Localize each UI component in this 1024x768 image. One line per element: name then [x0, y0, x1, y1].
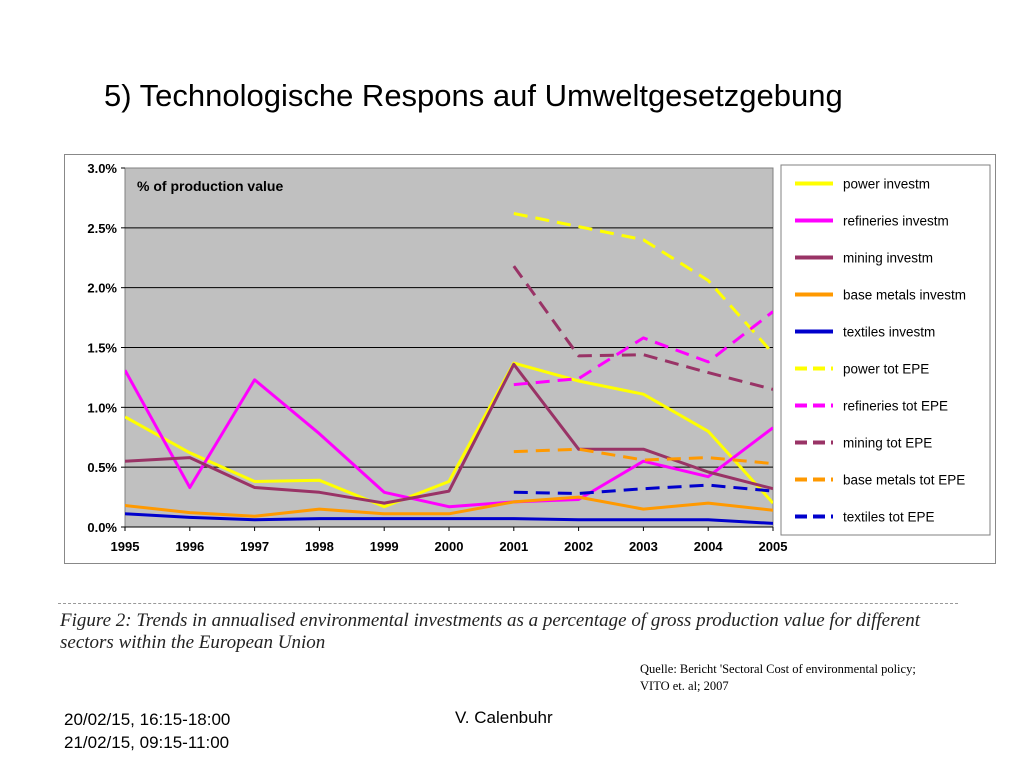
legend-label: refineries tot EPE	[843, 399, 948, 414]
chart-title: % of production value	[137, 178, 283, 194]
y-tick-label: 2.5%	[87, 221, 117, 236]
y-tick-label: 1.0%	[87, 400, 117, 415]
x-tick-label: 2003	[629, 539, 658, 554]
series-line-power-investm	[125, 361, 773, 509]
x-tick-label: 2005	[759, 539, 788, 554]
footer-date-2: 21/02/15, 09:15-11:00	[64, 733, 230, 752]
footer-date-1: 20/02/15, 16:15-18:00	[64, 710, 231, 729]
series-line-mining-tot-EPE	[512, 265, 773, 391]
series-line-refineries-investm	[125, 369, 773, 509]
series-line-mining-investm	[125, 362, 773, 505]
series-line-textiles-investm	[125, 512, 773, 525]
line-chart: 0.0% 0.5% 1.0% 1.5% 2.0% 2.5% 3.0% 1995 1996 1997…	[87, 161, 991, 554]
x-tick-label: 2001	[499, 539, 528, 554]
footer-dates: 20/02/15, 16:15-18:00 21/02/15, 09:15-11…	[64, 708, 230, 754]
legend-label: base metals tot EPE	[843, 473, 965, 488]
x-tick-label: 2004	[694, 539, 724, 554]
y-tick-label: 2.0%	[87, 281, 117, 296]
x-tick-label: 2002	[564, 539, 593, 554]
series-line-base-metals-investm	[125, 495, 773, 518]
series-line-power-tot-EPE	[513, 212, 773, 355]
series-line-refineries-tot-EPE	[513, 310, 773, 387]
legend-label: power investm	[843, 177, 930, 192]
legend-label: refineries investm	[843, 214, 949, 229]
source-note: Quelle: Bericht 'Sectoral Cost of enviro…	[640, 661, 1000, 695]
chart-frame: 0.0% 0.5% 1.0% 1.5% 2.0% 2.5% 3.0% 1995 1996 1997…	[64, 154, 996, 564]
x-tick-label: 1996	[175, 539, 204, 554]
caption-divider	[58, 603, 958, 604]
legend-label: textiles investm	[843, 325, 935, 340]
x-tick-label: 1995	[111, 539, 140, 554]
y-tick-label: 1.5%	[87, 341, 117, 356]
x-tick-label: 2000	[435, 539, 464, 554]
y-tick-label: 3.0%	[87, 161, 117, 176]
legend-label: mining investm	[843, 251, 933, 266]
figure-caption: Figure 2: Trends in annualised environme…	[60, 610, 920, 653]
legend-box	[780, 164, 991, 536]
slide-title: 5) Technologische Respons auf Umweltgese…	[104, 78, 843, 113]
legend-label: mining tot EPE	[843, 436, 932, 451]
x-tick-label: 1997	[240, 539, 269, 554]
legend-label: power tot EPE	[843, 362, 929, 377]
x-tick-label: 1998	[305, 539, 334, 554]
source-line-1: Quelle: Bericht 'Sectoral Cost of enviro…	[640, 662, 916, 676]
legend-label: base metals investm	[843, 288, 966, 303]
x-tick-label: 1999	[370, 539, 399, 554]
y-tick-label: 0.0%	[87, 520, 117, 535]
legend-label: textiles tot EPE	[843, 510, 935, 525]
source-line-2: VITO et. al; 2007	[640, 679, 729, 693]
y-tick-label: 0.5%	[87, 460, 117, 475]
footer-author: V. Calenbuhr	[455, 708, 553, 727]
